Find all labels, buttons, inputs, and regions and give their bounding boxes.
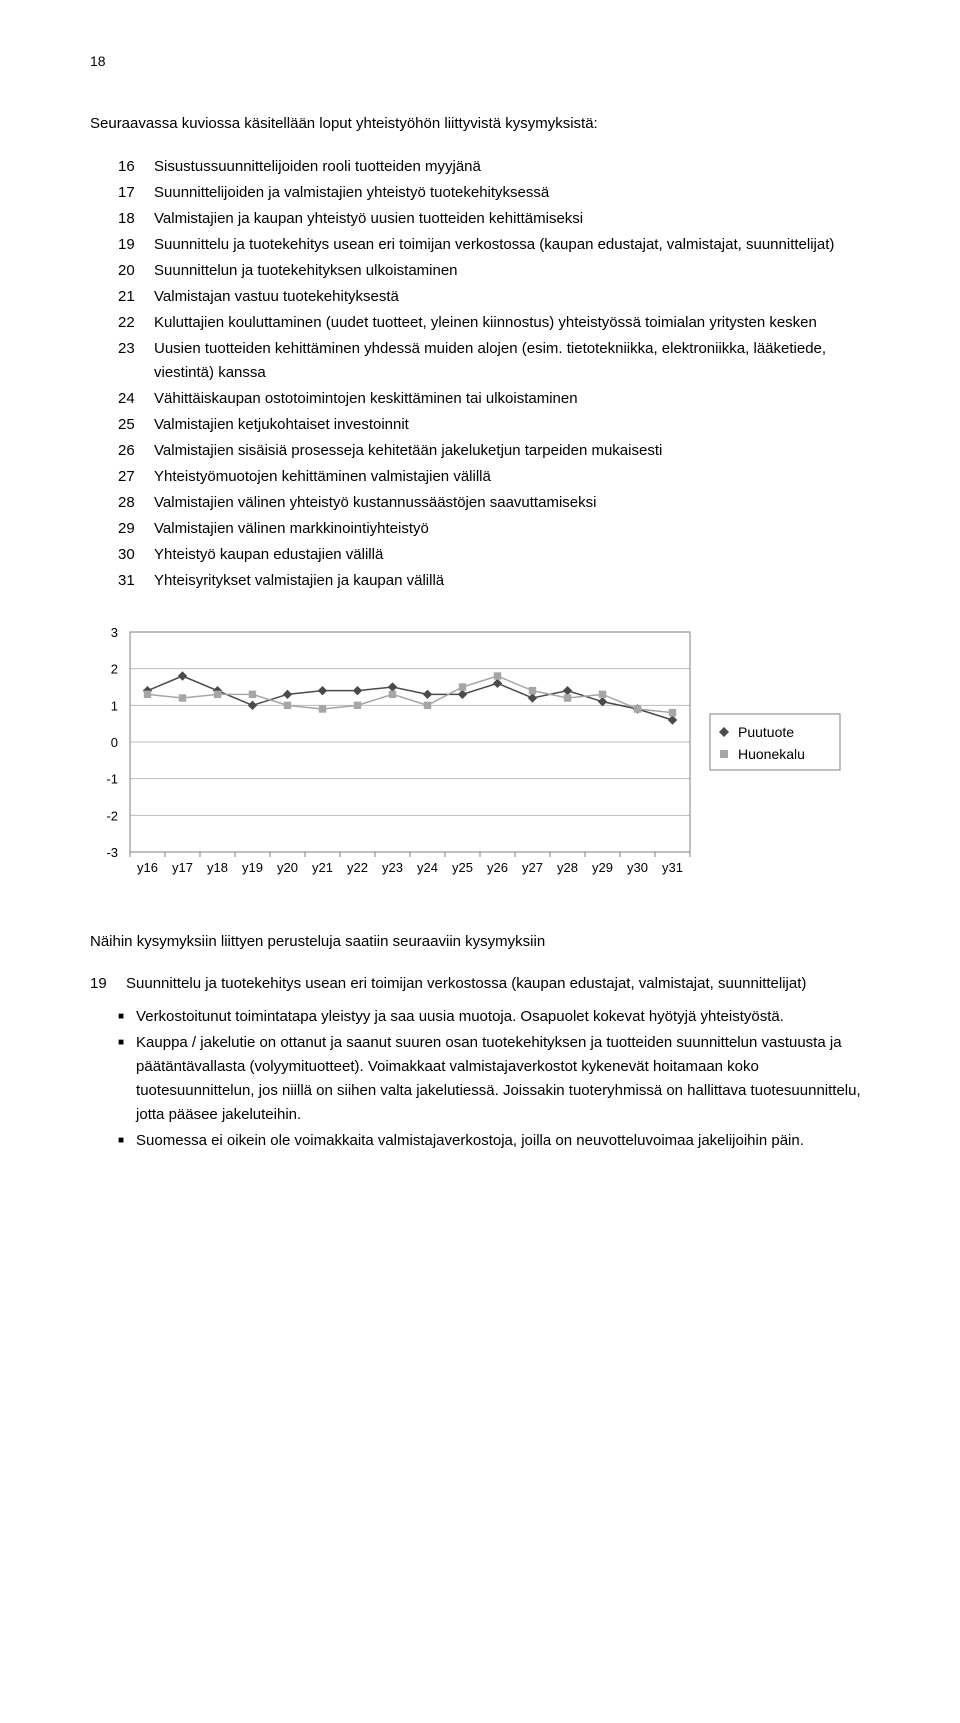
- item-text: Valmistajien ketjukohtaiset investoinnit: [154, 413, 409, 437]
- bullet-item: ■ Verkostoitunut toimintatapa yleistyy ja…: [118, 1004, 870, 1030]
- item-text: Yhteistyö kaupan edustajien välillä: [154, 543, 383, 567]
- svg-text:y16: y16: [137, 860, 158, 875]
- item-number: 27: [118, 465, 144, 489]
- list-item: 18 Valmistajien ja kaupan yhteistyö uusie…: [118, 206, 870, 232]
- item-number: 29: [118, 517, 144, 541]
- list-item: 31 Yhteisyritykset valmistajien ja kaupan…: [118, 568, 870, 594]
- svg-text:-3: -3: [106, 845, 118, 860]
- item-number: 20: [118, 259, 144, 283]
- list-item: 19 Suunnittelu ja tuotekehitys usean eri …: [118, 232, 870, 258]
- item-text: Valmistajien välinen yhteistyö kustannus…: [154, 491, 596, 515]
- item-text: Yhteisyritykset valmistajien ja kaupan v…: [154, 569, 444, 593]
- item-number: 18: [118, 207, 144, 231]
- item-text: Valmistajien sisäisiä prosesseja kehitet…: [154, 439, 662, 463]
- list-item: 29 Valmistajien välinen markkinointiyhtei…: [118, 516, 870, 542]
- item-number: 23: [118, 337, 144, 385]
- item-text: Kuluttajien kouluttaminen (uudet tuottee…: [154, 311, 817, 335]
- line-chart: -3 -2 -1 0 1 2 3 y16 y17 y18 y19 y20 y21 y22 y23 y24 y25…: [80, 622, 880, 890]
- bullet-icon: ■: [118, 1031, 124, 1127]
- list-item: 24 Vähittäiskaupan ostotoimintojen keskit…: [118, 386, 870, 412]
- svg-text:Huonekalu: Huonekalu: [738, 746, 805, 762]
- bullet-text: Suomessa ei oikein ole voimakkaita valmi…: [136, 1129, 804, 1153]
- item-text: Valmistajien välinen markkinointiyhteist…: [154, 517, 429, 541]
- item-text: Valmistajan vastuu tuotekehityksestä: [154, 285, 399, 309]
- list-item: 17 Suunnittelijoiden ja valmistajien yhte…: [118, 180, 870, 206]
- bullet-icon: ■: [118, 1129, 124, 1153]
- svg-text:y18: y18: [207, 860, 228, 875]
- svg-text:y27: y27: [522, 860, 543, 875]
- item-text: Yhteistyömuotojen kehittäminen valmistaj…: [154, 465, 491, 489]
- item-text: Valmistajien ja kaupan yhteistyö uusien …: [154, 207, 583, 231]
- list-item: 28 Valmistajien välinen yhteistyö kustann…: [118, 490, 870, 516]
- item-number: 25: [118, 413, 144, 437]
- svg-text:1: 1: [111, 699, 118, 714]
- q19-heading: 19 Suunnittelu ja tuotekehitys usean eri…: [90, 972, 870, 996]
- page-number: 18: [90, 50, 870, 72]
- svg-text:y28: y28: [557, 860, 578, 875]
- item-text: Sisustussuunnittelijoiden rooli tuotteid…: [154, 155, 481, 179]
- q19-bullets: ■ Verkostoitunut toimintatapa yleistyy ja…: [118, 1004, 870, 1154]
- list-item: 21 Valmistajan vastuu tuotekehityksestä: [118, 284, 870, 310]
- list-item: 22 Kuluttajien kouluttaminen (uudet tuott…: [118, 310, 870, 336]
- svg-text:2: 2: [111, 662, 118, 677]
- item-number: 30: [118, 543, 144, 567]
- svg-text:y19: y19: [242, 860, 263, 875]
- item-number: 24: [118, 387, 144, 411]
- intro-text: Seuraavassa kuviossa käsitellään loput y…: [90, 112, 870, 136]
- list-item: 16 Sisustussuunnittelijoiden rooli tuotte…: [118, 154, 870, 180]
- item-number: 16: [118, 155, 144, 179]
- list-item: 20 Suunnittelun ja tuotekehityksen ulkois…: [118, 258, 870, 284]
- svg-text:y25: y25: [452, 860, 473, 875]
- svg-text:y22: y22: [347, 860, 368, 875]
- svg-text:y17: y17: [172, 860, 193, 875]
- svg-text:Puutuote: Puutuote: [738, 724, 794, 740]
- svg-text:0: 0: [111, 735, 118, 750]
- item-number: 31: [118, 569, 144, 593]
- closing-text: Näihin kysymyksiin liittyen perusteluja …: [90, 930, 870, 954]
- bullet-item: ■ Suomessa ei oikein ole voimakkaita valm…: [118, 1128, 870, 1154]
- bullet-text: Verkostoitunut toimintatapa yleistyy ja …: [136, 1005, 784, 1029]
- item-number: 21: [118, 285, 144, 309]
- item-text: Vähittäiskaupan ostotoimintojen keskittä…: [154, 387, 578, 411]
- item-text: Suunnittelijoiden ja valmistajien yhteis…: [154, 181, 549, 205]
- item-number: 19: [118, 233, 144, 257]
- list-item: 25 Valmistajien ketjukohtaiset investoinn…: [118, 412, 870, 438]
- svg-text:3: 3: [111, 625, 118, 640]
- list-item: 26 Valmistajien sisäisiä prosesseja kehit…: [118, 438, 870, 464]
- svg-text:y20: y20: [277, 860, 298, 875]
- bullet-text: Kauppa / jakelutie on ottanut ja saanut …: [136, 1031, 870, 1127]
- svg-text:y23: y23: [382, 860, 403, 875]
- item-text: Suunnittelu ja tuotekehitys usean eri to…: [154, 233, 834, 257]
- item-text: Uusien tuotteiden kehittäminen yhdessä m…: [154, 337, 870, 385]
- list-item: 30 Yhteistyö kaupan edustajien välillä: [118, 542, 870, 568]
- item-number: 17: [118, 181, 144, 205]
- svg-text:y31: y31: [662, 860, 683, 875]
- bullet-icon: ■: [118, 1005, 124, 1029]
- svg-text:y21: y21: [312, 860, 333, 875]
- item-number: 26: [118, 439, 144, 463]
- svg-text:y30: y30: [627, 860, 648, 875]
- item-number: 28: [118, 491, 144, 515]
- svg-text:-1: -1: [106, 772, 118, 787]
- q19-number: 19: [90, 972, 116, 996]
- item-text: Suunnittelun ja tuotekehityksen ulkoista…: [154, 259, 458, 283]
- svg-text:y24: y24: [417, 860, 438, 875]
- svg-text:y26: y26: [487, 860, 508, 875]
- svg-text:-2: -2: [106, 809, 118, 824]
- q19-title: Suunnittelu ja tuotekehitys usean eri to…: [126, 972, 806, 996]
- svg-text:y29: y29: [592, 860, 613, 875]
- bullet-item: ■Kauppa / jakelutie on ottanut ja saanut…: [118, 1030, 870, 1128]
- list-item: 27 Yhteistyömuotojen kehittäminen valmist…: [118, 464, 870, 490]
- definition-list: 16 Sisustussuunnittelijoiden rooli tuotte…: [118, 154, 870, 594]
- list-item: 23Uusien tuotteiden kehittäminen yhdessä…: [118, 336, 870, 386]
- item-number: 22: [118, 311, 144, 335]
